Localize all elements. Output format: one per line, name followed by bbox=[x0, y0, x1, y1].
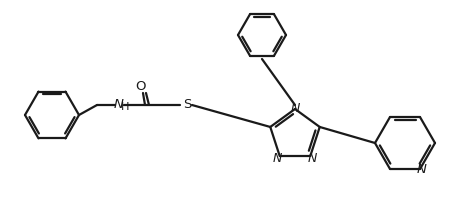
Text: O: O bbox=[136, 80, 146, 94]
Text: S: S bbox=[183, 98, 191, 112]
Text: N: N bbox=[273, 152, 282, 164]
Text: N: N bbox=[308, 152, 317, 164]
Text: H: H bbox=[121, 102, 129, 112]
Text: N: N bbox=[114, 98, 124, 112]
Text: N: N bbox=[417, 163, 427, 177]
Text: N: N bbox=[290, 103, 300, 115]
